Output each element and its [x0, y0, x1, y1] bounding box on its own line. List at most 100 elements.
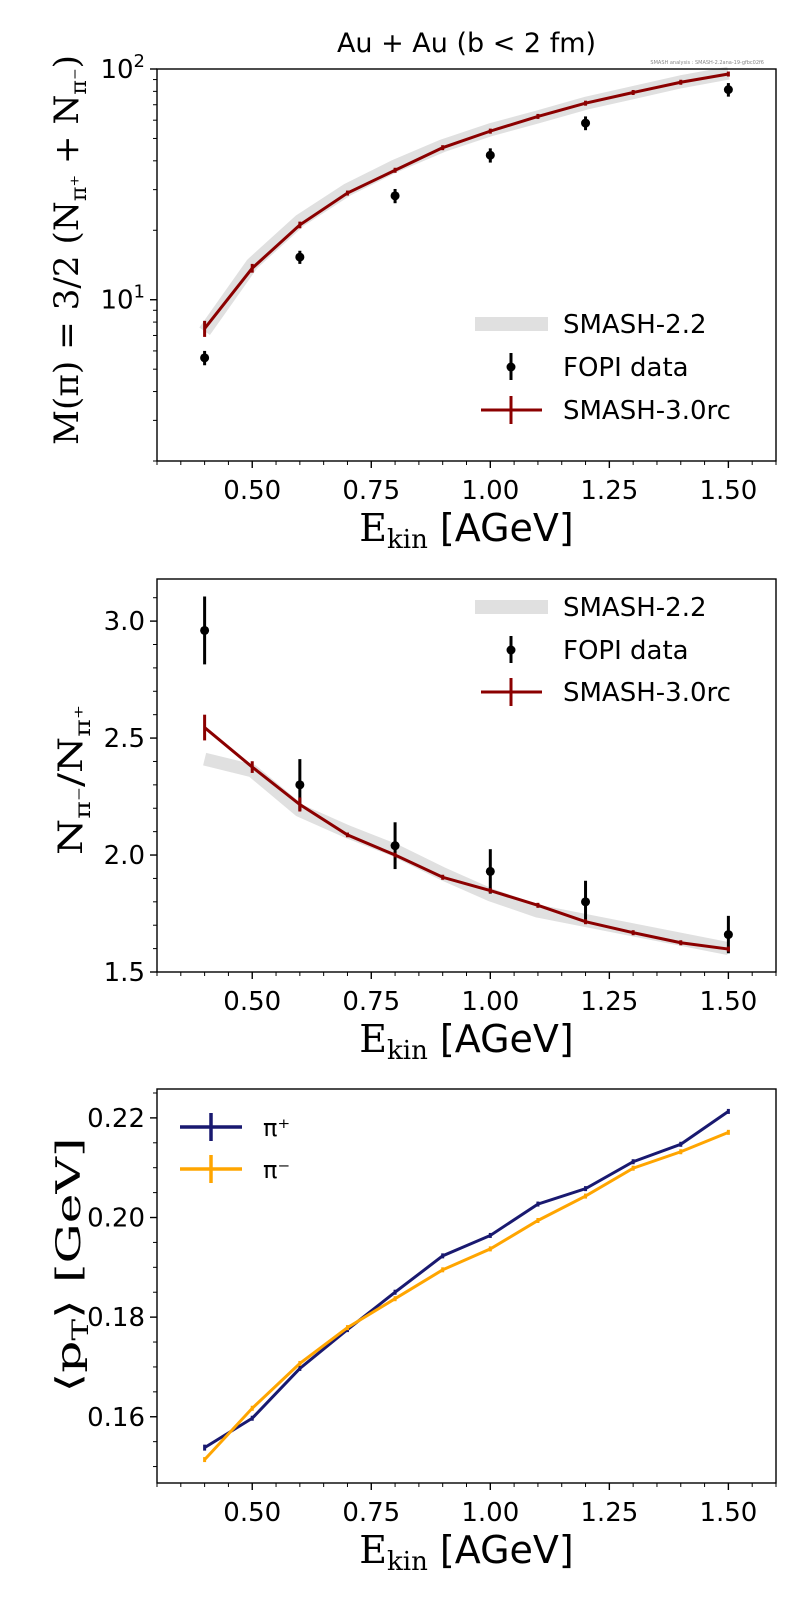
y-tick-label: 0.16: [87, 1403, 145, 1433]
chart-title: Au + Au (b < 2 fm): [337, 28, 596, 59]
y-tick-label: 0.18: [87, 1303, 145, 1333]
x-tick-label: 1.00: [461, 1498, 519, 1528]
x-axis-label: Ekin [AGeV]: [359, 1017, 573, 1066]
x-tick-label: 1.00: [461, 476, 519, 506]
x-tick-label: 0.75: [342, 476, 400, 506]
x-tick-label: 1.50: [699, 987, 757, 1017]
x-tick-label: 1.50: [699, 476, 757, 506]
legend-point-icon: [506, 362, 516, 372]
legend-item: π⁺: [180, 1113, 290, 1142]
series-smash-2-2-band: [199, 66, 730, 336]
x-label-subscript: kin: [387, 525, 428, 555]
legend-item: SMASH-2.2: [475, 593, 707, 623]
legend-item: SMASH-2.2: [475, 310, 707, 340]
x-tick-label: 0.50: [223, 1498, 281, 1528]
y-label-subscript: π⁺: [67, 175, 92, 201]
panel-1: Au + Au (b < 2 fm) SMASH analysis : SMASH…: [47, 28, 777, 555]
y-label-subscript: π⁺: [71, 705, 96, 737]
legend: SMASH-2.2 FOPI data SMASH-3.0rc: [475, 593, 731, 708]
plot-area: [199, 66, 733, 366]
legend-label: π⁺: [263, 1114, 290, 1142]
fopi-data-point: [485, 150, 495, 160]
fopi-data-point: [723, 930, 733, 940]
x-axis-label: Ekin [AGeV]: [359, 506, 573, 555]
x-label-subscript: kin: [387, 1036, 428, 1066]
axes-frame: [156, 1088, 777, 1484]
y-tick-label: 3.0: [104, 607, 145, 637]
y-label-text: M(π) = 3/2 (N: [47, 201, 87, 445]
panel-2: 0.50 0.75 1.00 1.25 1.50 1.5 2.0 2.5 3.0 Ekin [AG…: [51, 578, 777, 1066]
y-label-text: + N: [47, 95, 87, 175]
y-label-text: N: [51, 819, 91, 855]
y-label-text: ): [47, 55, 87, 68]
x-tick-label: 0.50: [223, 987, 281, 1017]
legend-item: SMASH-3.0rc: [481, 396, 731, 426]
fopi-data-point: [581, 897, 591, 907]
series-smash-3-0rc-line: [203, 726, 729, 951]
y-label-text: ⟨p: [49, 1341, 89, 1393]
legend: SMASH-2.2 FOPI data SMASH-3.0rc: [475, 310, 731, 426]
x-label-unit: [AGeV]: [428, 1528, 574, 1572]
x-tick-label: 0.75: [342, 987, 400, 1017]
x-axis-label: Ekin [AGeV]: [359, 1528, 573, 1577]
y-label-subscript: π⁻: [71, 787, 96, 819]
x-tick-label: 0.75: [342, 1498, 400, 1528]
fopi-data-point: [200, 353, 210, 363]
y-label-subscript: T: [69, 1318, 94, 1340]
legend-item: π⁻: [180, 1155, 290, 1184]
legend: π⁺ π⁻: [180, 1113, 290, 1184]
watermark-text: SMASH analysis : SMASH-2.2ana-19-gfbc02f…: [650, 60, 764, 66]
legend-label: SMASH-2.2: [563, 310, 707, 340]
y-label-subscript: π⁻: [67, 68, 92, 94]
x-label-symbol: E: [359, 506, 387, 550]
legend-band-swatch: [475, 600, 548, 614]
y-label-text: /N: [51, 737, 91, 787]
legend-label: SMASH-2.2: [563, 593, 707, 623]
fopi-data-point: [200, 625, 210, 635]
y-axis-label: ⟨pT⟩ [GeV]: [49, 1138, 94, 1393]
legend-label: π⁻: [263, 1156, 290, 1184]
y-axis-label: Nπ⁻/Nπ⁺: [51, 705, 96, 855]
y-tick-label: 0.22: [87, 1104, 145, 1134]
x-label-unit: [AGeV]: [428, 506, 574, 550]
panel-3: 0.50 0.75 1.00 1.25 1.50 0.16 0.18 0.20 0.22 Ekin…: [49, 1088, 777, 1577]
series-pi-plus-line: [203, 1110, 730, 1449]
legend-item: FOPI data: [506, 353, 689, 383]
legend-label: FOPI data: [563, 636, 689, 666]
x-tick-label: 0.50: [223, 476, 281, 506]
legend-point-icon: [506, 645, 516, 655]
x-tick-label: 1.00: [461, 987, 519, 1017]
y-tick-label: 2.0: [104, 841, 145, 871]
legend-item: FOPI data: [506, 636, 689, 666]
x-label-symbol: E: [359, 1528, 387, 1572]
y-tick-label: 0.20: [87, 1204, 145, 1234]
x-label-unit: [AGeV]: [428, 1017, 574, 1061]
y-axis-label: M(π) = 3/2 (Nπ⁺ + Nπ⁻): [47, 55, 92, 445]
y-tick-label-base: 10: [100, 55, 133, 85]
legend-item: SMASH-3.0rc: [481, 678, 731, 708]
fopi-data-point: [390, 191, 400, 201]
y-label-text: ⟩ [GeV]: [49, 1138, 89, 1319]
series-smash-2-2-band: [203, 752, 730, 955]
fopi-data-point: [295, 252, 305, 262]
series-smash-3-0rc-line: [203, 72, 729, 330]
legend-label: FOPI data: [563, 353, 689, 383]
fopi-data-point: [295, 780, 305, 790]
plot-area: [203, 1108, 730, 1463]
x-tick-label: 1.25: [580, 987, 638, 1017]
fopi-data-point: [723, 85, 733, 95]
x-label-symbol: E: [359, 1017, 387, 1061]
legend-label: SMASH-3.0rc: [563, 396, 731, 426]
y-tick-label: 101: [100, 282, 145, 316]
legend-label: SMASH-3.0rc: [563, 678, 731, 708]
y-tick-label-base: 10: [100, 286, 133, 316]
x-label-subscript: kin: [387, 1547, 428, 1577]
x-tick-label: 1.25: [580, 1498, 638, 1528]
legend-band-swatch: [475, 317, 548, 331]
x-tick-label: 1.50: [699, 1498, 757, 1528]
x-tick-label: 1.25: [580, 476, 638, 506]
y-tick-label: 1.5: [104, 958, 145, 988]
fopi-data-point: [390, 841, 400, 851]
y-tick-label-exponent: 1: [134, 282, 145, 303]
